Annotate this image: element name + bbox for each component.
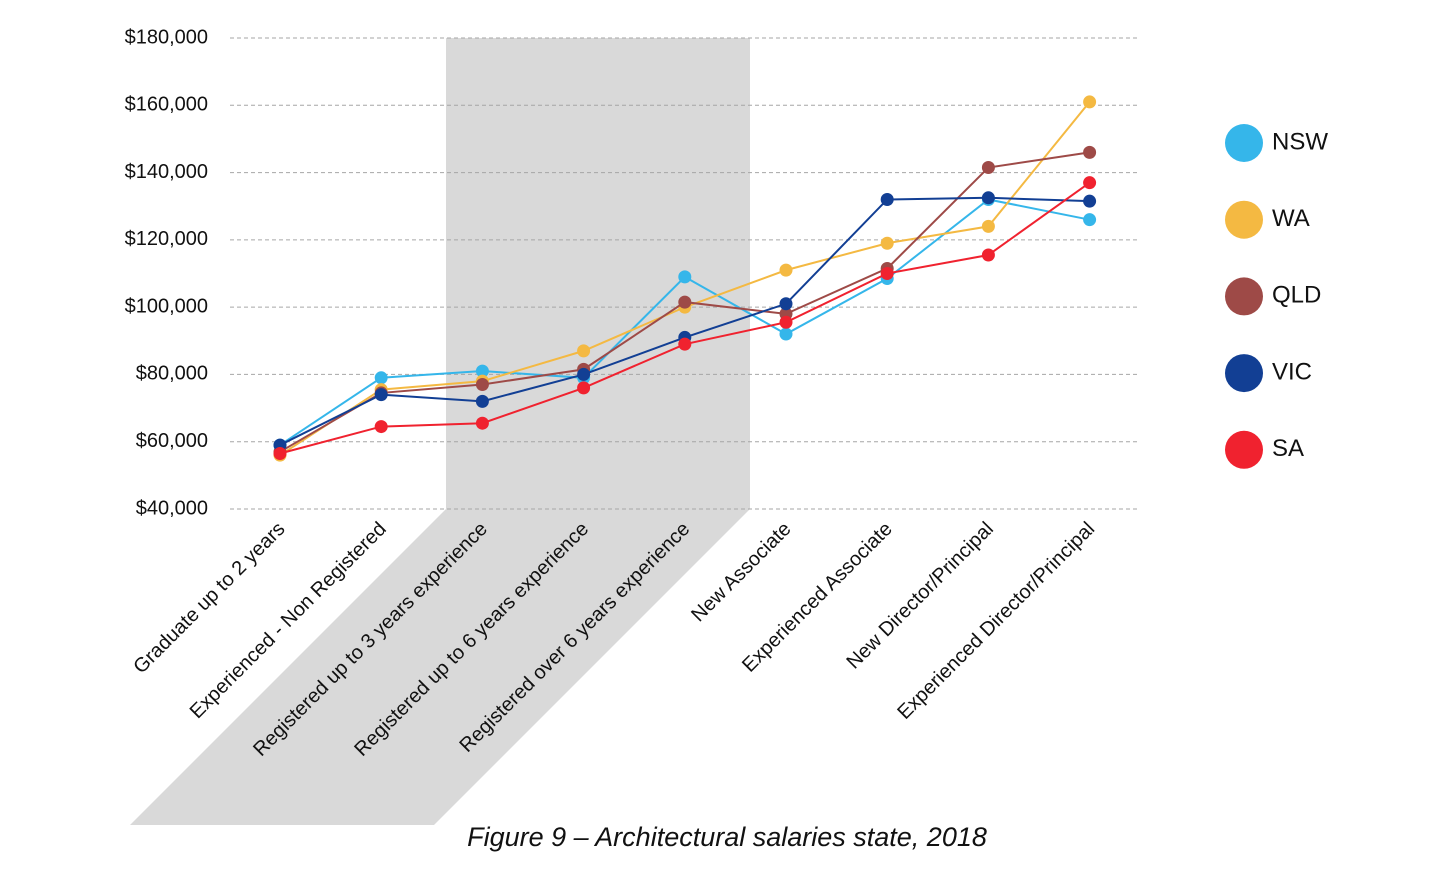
data-point (779, 263, 793, 277)
y-tick-label: $140,000 (125, 161, 208, 183)
legend-marker (1225, 277, 1263, 316)
data-point (475, 394, 489, 408)
y-tick-label: $180,000 (125, 26, 208, 48)
y-tick-label: $160,000 (125, 94, 208, 116)
data-point (475, 378, 489, 392)
y-tick-label: $120,000 (125, 228, 208, 250)
y-tick-label: $80,000 (136, 363, 208, 385)
y-tick-label: $100,000 (125, 295, 208, 317)
data-point (981, 248, 995, 262)
data-point (880, 267, 894, 280)
data-point (981, 219, 995, 233)
data-point (475, 364, 489, 378)
x-tick-label: Experienced Director/Principal (893, 518, 1099, 724)
data-point (577, 344, 591, 358)
caption: Figure 9 – Architectural salaries state,… (467, 822, 987, 852)
data-point (1083, 145, 1097, 159)
data-point (577, 381, 591, 395)
legend-label: VIC (1272, 358, 1312, 385)
legend-marker (1225, 430, 1263, 469)
legend-marker (1225, 124, 1263, 162)
data-point (1083, 176, 1097, 190)
data-point (1083, 95, 1097, 109)
data-point (678, 295, 692, 309)
legend-label: QLD (1272, 282, 1321, 309)
y-tick-label: $60,000 (136, 430, 208, 452)
data-point (880, 236, 894, 250)
legend-label: NSW (1272, 128, 1328, 155)
data-point (577, 367, 591, 381)
legend-label: SA (1272, 435, 1304, 462)
legend-marker (1225, 354, 1263, 393)
data-point (1083, 194, 1097, 208)
data-point (779, 327, 793, 341)
data-point (981, 161, 995, 175)
data-point (374, 388, 388, 402)
y-tick-label: $40,000 (136, 497, 208, 519)
data-point (273, 446, 287, 460)
legend-label: WA (1272, 205, 1310, 232)
data-point (779, 297, 793, 311)
highlight-band (130, 38, 750, 825)
data-point (374, 371, 388, 385)
legend-marker (1225, 200, 1263, 239)
data-point (678, 270, 692, 284)
data-point (880, 192, 894, 206)
data-point (1083, 213, 1097, 227)
data-point (374, 420, 388, 434)
data-point (678, 337, 692, 351)
data-point (779, 315, 793, 329)
data-point (475, 416, 489, 430)
data-point (981, 191, 995, 205)
